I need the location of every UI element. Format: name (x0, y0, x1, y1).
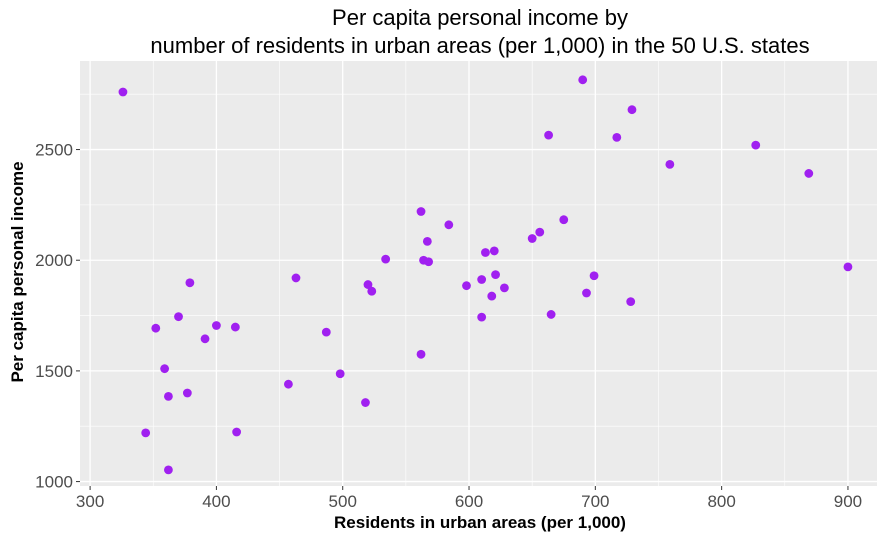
data-point (284, 379, 293, 389)
x-axis: 300 400 500 600 700 800 900 (76, 486, 862, 511)
data-point (589, 271, 599, 281)
data-point (200, 334, 210, 344)
data-points (118, 75, 853, 475)
x-tick-label: 500 (329, 492, 357, 511)
y-tick-label: 1000 (35, 473, 73, 492)
data-point (627, 105, 637, 115)
data-point (363, 280, 373, 289)
data-point (481, 248, 490, 257)
chart-titles: Per capita personal income by number of … (150, 5, 809, 58)
data-point (361, 398, 370, 407)
data-point (462, 281, 471, 291)
data-point (151, 323, 161, 333)
plot-panel (80, 61, 877, 486)
chart-title: Per capita personal income by (332, 5, 628, 30)
x-axis-label: Residents in urban areas (per 1,000) (334, 513, 626, 532)
data-point (160, 364, 170, 374)
data-point (843, 262, 853, 272)
data-point (141, 428, 151, 438)
chart-subtitle: number of residents in urban areas (per … (150, 33, 809, 58)
x-tick-label: 900 (834, 492, 862, 511)
data-point (535, 227, 545, 237)
data-point (444, 220, 454, 230)
y-axis: 1000 1500 2000 2500 (35, 141, 80, 492)
data-point (527, 234, 537, 243)
x-tick-label: 400 (202, 492, 230, 511)
data-point (559, 215, 569, 225)
data-point (626, 297, 636, 307)
data-point (665, 159, 675, 169)
data-point (477, 275, 487, 284)
data-point (491, 270, 500, 280)
data-point (477, 312, 487, 322)
data-point (544, 130, 554, 140)
data-point (232, 427, 242, 437)
data-point (612, 132, 622, 142)
x-tick-label: 300 (76, 492, 104, 511)
data-point (291, 273, 301, 283)
data-point (164, 391, 173, 401)
data-point (321, 327, 331, 337)
data-point (804, 169, 814, 178)
minor-gridlines (80, 61, 877, 486)
data-point (335, 369, 345, 379)
major-gridlines (80, 61, 877, 486)
y-axis-label: Per capita personal income (8, 161, 27, 382)
data-point (381, 254, 391, 264)
data-point (751, 140, 761, 150)
data-point (164, 465, 173, 475)
data-point (499, 283, 509, 293)
data-point (416, 207, 426, 216)
x-tick-label: 600 (455, 492, 483, 511)
data-point (582, 288, 591, 298)
data-point (185, 278, 195, 288)
y-tick-label: 2000 (35, 251, 73, 270)
x-tick-label: 800 (707, 492, 735, 511)
data-point (487, 291, 497, 301)
data-point (422, 237, 432, 246)
data-point (489, 246, 499, 256)
data-point (416, 349, 426, 359)
data-point (367, 286, 377, 296)
y-tick-label: 1500 (35, 362, 73, 381)
data-point (174, 312, 183, 322)
data-point (182, 388, 192, 398)
data-point (230, 322, 240, 332)
data-point (546, 310, 556, 319)
data-point (212, 321, 221, 330)
y-tick-label: 2500 (35, 141, 73, 160)
data-point (118, 87, 128, 97)
data-point (578, 75, 588, 85)
data-point (424, 257, 434, 267)
x-tick-label: 700 (581, 492, 609, 511)
